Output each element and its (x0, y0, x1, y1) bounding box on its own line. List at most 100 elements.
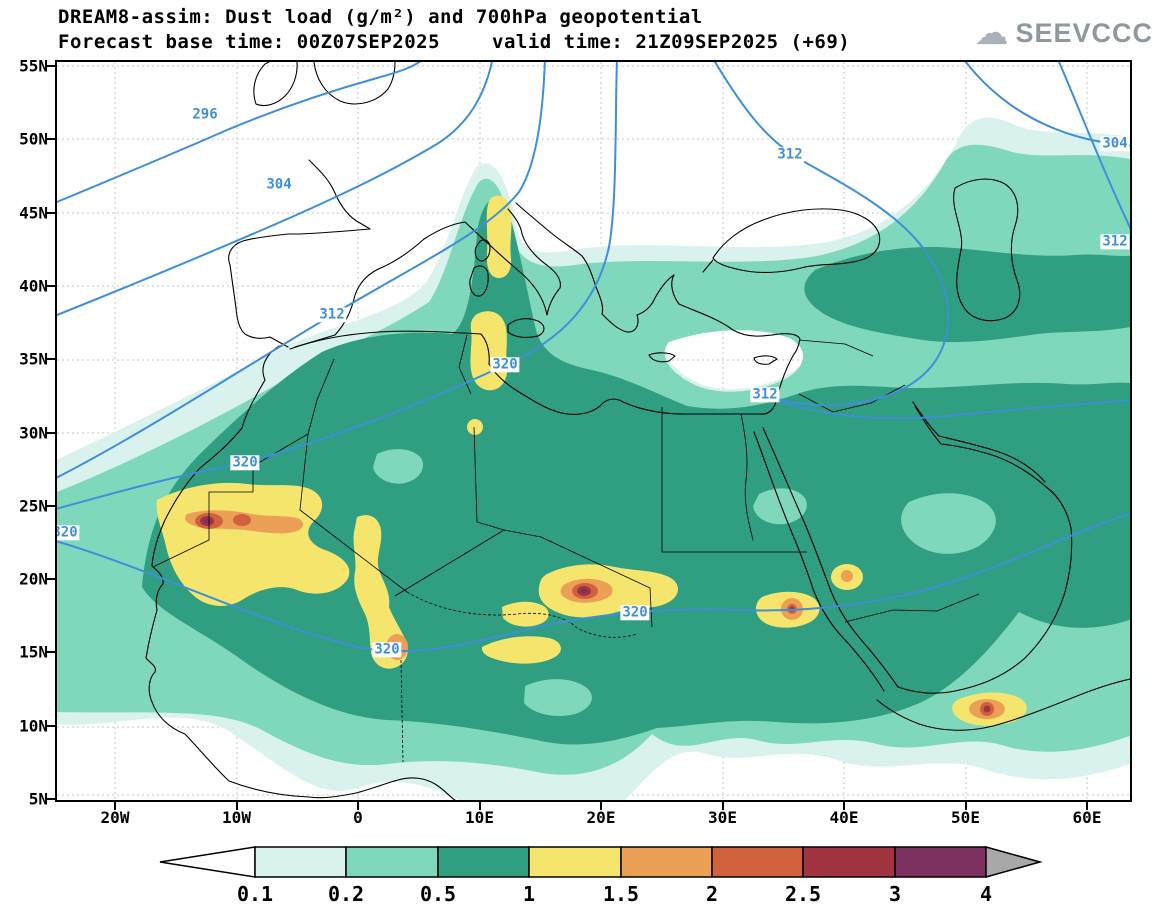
border-saudi-north (798, 384, 906, 413)
seevccc-logo: ☁ SEEVCCC (974, 16, 1153, 50)
coast-west-africa (145, 345, 456, 800)
y-axis-tick-mark (47, 284, 55, 287)
coast-italy (423, 208, 561, 316)
coast-sicily (507, 318, 545, 338)
y-axis-tick-label: 50N (19, 129, 48, 149)
x-axis-tick-mark (1086, 802, 1088, 810)
y-axis-tick-mark (47, 211, 55, 214)
border-west-sahara (152, 433, 309, 568)
border-nigeria-benin (400, 659, 404, 763)
y-axis-tick-mark (47, 358, 55, 361)
coast-oman-gulf (914, 405, 1072, 529)
colorbar-arrow-high (985, 846, 1043, 878)
coast-britain (313, 62, 396, 105)
y-axis-tick-label: 35N (19, 349, 48, 369)
colorbar-label: 4 (980, 882, 992, 906)
geopotential-contour-label: 320 (57, 524, 80, 541)
colorbar-label: 1.5 (603, 882, 639, 906)
colorbar: 0.1 0.2 0.5 1 1.5 2 2.5 3 4 (159, 846, 1043, 906)
geopotential-contour-label: 320 (620, 604, 650, 621)
contour-320-sahel (57, 512, 1130, 653)
colorbar-segment (345, 846, 439, 878)
x-axis-tick-label: 40E (829, 808, 859, 827)
coast-gulf-north (912, 401, 1046, 483)
x-axis-tick-label: 50E (951, 808, 980, 827)
coast-france-west (287, 159, 371, 235)
y-axis-tick-label: 10N (19, 716, 48, 736)
x-axis-tick-mark (357, 802, 359, 810)
river-nile (740, 413, 754, 541)
colorbar-label: 0.5 (420, 882, 456, 906)
valid-time-label: valid time: 21Z09SEP2025 (+69) (492, 31, 851, 53)
coast-balkans-greece (515, 202, 675, 333)
colorbar-label: 2 (706, 882, 718, 906)
border-algeria-libya-niger (394, 426, 505, 597)
chart-subtitle: Forecast base time: 00Z07SEP2025 valid t… (58, 31, 850, 53)
border-libya-chad-sudan (503, 529, 653, 628)
country-borders (152, 334, 980, 763)
geopotential-contour-label: 312 (1100, 233, 1130, 250)
y-axis-tick-label: 5N (28, 789, 48, 809)
colorbar-segment (620, 846, 713, 878)
coast-ireland (253, 62, 298, 107)
coast-red-sea-west (753, 431, 885, 692)
coast-horn-africa (876, 678, 1130, 731)
colorbar-label: 0.2 (328, 882, 364, 906)
y-axis-tick-mark (47, 431, 55, 434)
y-axis-tick-label: 25N (19, 496, 48, 516)
geopotential-contour-label: 312 (750, 386, 780, 403)
colorbar-segment (254, 846, 347, 878)
x-axis-tick-label: 20E (586, 808, 616, 827)
colorbar-arrow-low (159, 846, 256, 878)
coast-black-sea (702, 208, 881, 273)
x-axis-tick-mark (843, 802, 845, 810)
y-axis-tick-mark (47, 724, 55, 727)
border-turkey-syria (798, 339, 874, 357)
y-axis-tick-mark (47, 65, 55, 67)
colorbar-label: 2.5 (785, 882, 821, 906)
coast-turkey-west (671, 274, 680, 305)
geopotential-contour-label: 312 (317, 306, 347, 323)
x-axis-tick-mark (114, 802, 116, 810)
y-axis-tick-mark (47, 798, 55, 800)
y-axis-tick-label: 20N (19, 569, 48, 589)
coast-sardinia (469, 265, 489, 297)
border-algeria-mali (299, 433, 408, 593)
map-svg (57, 62, 1130, 800)
y-axis-tick-mark (47, 578, 55, 581)
coast-red-sea-east (762, 427, 899, 688)
x-axis-tick-mark (478, 802, 481, 810)
coast-crete (648, 352, 676, 363)
cloud-icon: ☁ (974, 13, 1009, 53)
colorbar-segment (437, 846, 530, 878)
geopotential-contour-label: 304 (1100, 135, 1130, 152)
chart-title: DREAM8-assim: Dust load (g/m²) and 700hP… (58, 6, 703, 28)
x-axis-tick-label: 10E (465, 808, 494, 827)
logo-text: SEEVCCC (1015, 17, 1153, 48)
colorbar-segment (802, 846, 896, 878)
map-plot: 296 304 312 320 320 320 312 312 320 320 304 312 (57, 62, 1130, 800)
colorbar-label: 1 (523, 882, 535, 906)
border-tunisia-algeria (458, 334, 472, 395)
y-axis-tick-label: 55N (19, 56, 48, 76)
coast-caspian (953, 178, 1021, 322)
x-axis-tick-label: 0 (353, 808, 363, 827)
y-axis-tick-mark (47, 651, 55, 654)
coast-cyprus (753, 355, 778, 365)
coast-north-africa (289, 330, 720, 415)
border-sahel (406, 591, 638, 638)
border-morocco-algeria (307, 358, 335, 435)
geopotential-contour-label: 312 (775, 146, 805, 163)
colorbar-segment (528, 846, 622, 878)
y-axis-tick-label: 40N (19, 276, 48, 296)
colorbar-segment (711, 846, 804, 878)
geopotential-contour-label: 320 (372, 641, 402, 658)
geopotential-contour-label: 304 (264, 176, 294, 193)
x-axis-tick-mark (600, 802, 602, 810)
x-axis-tick-mark (964, 802, 967, 810)
border-egypt (661, 407, 807, 553)
x-axis-tick-mark (235, 802, 238, 810)
colorbar-label: 0.1 (237, 882, 273, 906)
contour-312-far-east (1058, 62, 1130, 230)
